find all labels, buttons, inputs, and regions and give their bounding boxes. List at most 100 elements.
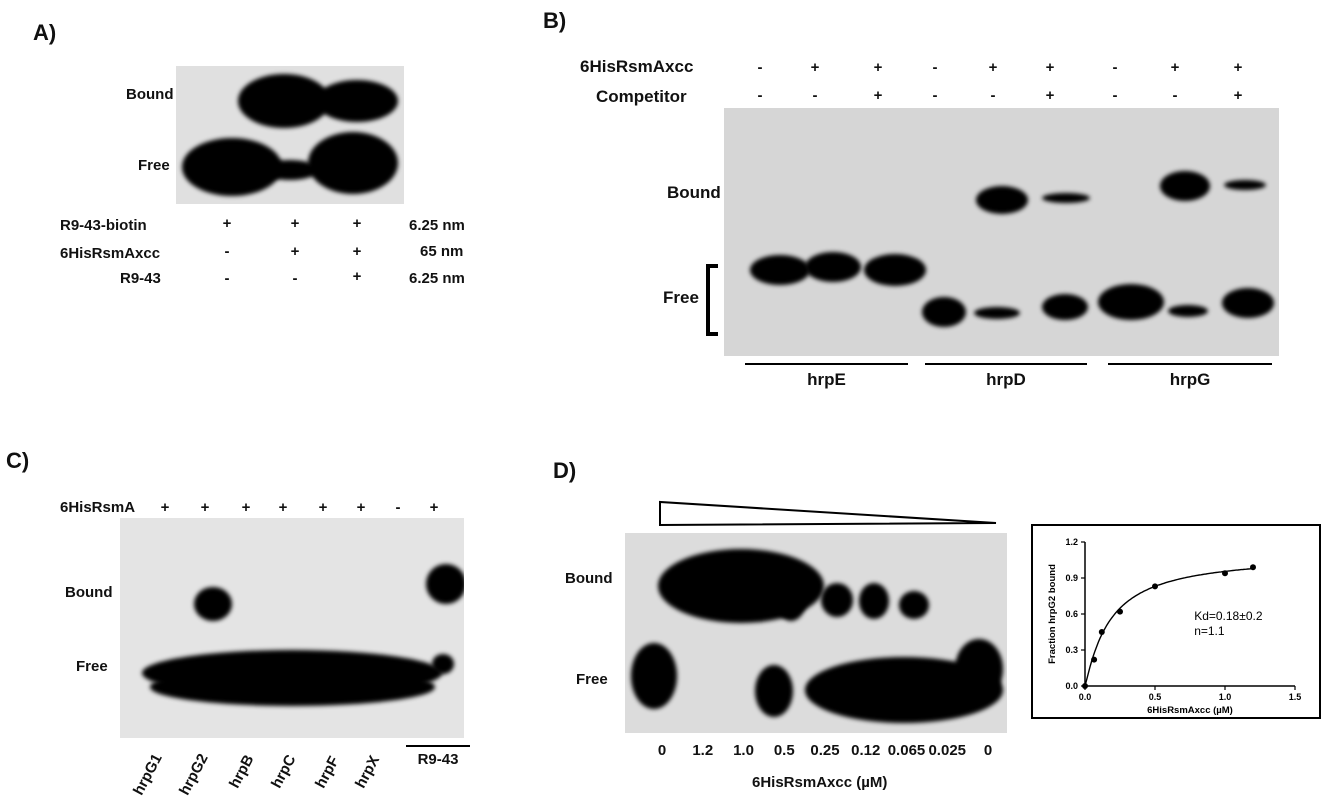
panel-a-bound-label: Bound bbox=[126, 86, 174, 103]
panel-b-band bbox=[1222, 288, 1274, 318]
panel-c-lane-label: hrpG1 bbox=[130, 750, 166, 798]
panel-b-row2-sign: + bbox=[1045, 87, 1055, 104]
panel-b-band bbox=[864, 254, 926, 286]
panel-c-label: C) bbox=[6, 448, 30, 473]
panel-c-lane-label: hrpB bbox=[226, 752, 258, 791]
panel-d-concentration-label: 0 bbox=[983, 742, 993, 759]
panel-b-group-label: hrpE bbox=[807, 370, 846, 389]
panel-a-row1-name: R9-43-biotin bbox=[60, 217, 147, 234]
fit-curve bbox=[1084, 567, 1254, 687]
panel-c-sign: + bbox=[278, 499, 288, 516]
panel-d-chart-frame: 0.0 0.3 0.6 0.9 1.2 0.0 0.5 1.0 1.5 6HisRsmAxcc (… bbox=[1031, 524, 1321, 719]
y-tick-label: 1.2 bbox=[1065, 537, 1078, 547]
x-tick-label: 0.5 bbox=[1149, 692, 1162, 702]
panel-c-lane-label: hrpG2 bbox=[176, 750, 212, 798]
panel-a-band-free-3 bbox=[308, 132, 398, 194]
panel-a-row3-sign: - bbox=[224, 270, 230, 287]
panel-d-concentration-label: 0 bbox=[657, 742, 667, 759]
panel-b-band bbox=[976, 186, 1028, 214]
panel-b-row2-sign: - bbox=[1172, 87, 1178, 104]
panel-b-group-line-hrpe bbox=[745, 363, 908, 365]
panel-c-lane-label: hrpC bbox=[268, 752, 300, 791]
panel-d-band-free bbox=[955, 639, 1003, 699]
panel-d-band-free bbox=[755, 665, 793, 717]
panel-a-band-free-2 bbox=[262, 160, 318, 180]
panel-d-band-bound bbox=[821, 583, 853, 617]
panel-c-lane-label: hrpX bbox=[352, 752, 384, 791]
panel-b-band bbox=[1042, 193, 1090, 203]
panel-c-sign: + bbox=[429, 499, 439, 516]
y-axis-title: Fraction hrpG2 bound bbox=[1047, 564, 1058, 664]
panel-b-group-label: hrpG bbox=[1169, 370, 1211, 389]
panel-a-row1-sign: + bbox=[352, 215, 362, 232]
panel-b-row2-sign: - bbox=[990, 87, 996, 104]
panel-a-row2-name: 6HisRsmAxcc bbox=[60, 245, 161, 262]
panel-c-band-free bbox=[150, 668, 435, 706]
panel-d-gel bbox=[625, 533, 1007, 733]
panel-b-band bbox=[1098, 284, 1164, 320]
x-tick-label: 0.0 bbox=[1079, 692, 1092, 702]
panel-c-row-name: 6HisRsmA bbox=[60, 499, 136, 516]
panel-b-row1-name: 6HisRsmAxcc bbox=[580, 57, 694, 76]
data-point bbox=[1250, 564, 1256, 571]
panel-c-band-bound bbox=[194, 587, 232, 621]
hill-annotation: n=1.1 bbox=[1194, 624, 1225, 638]
panel-b-group-line-hrpg bbox=[1108, 363, 1272, 365]
y-tick-label: 0.6 bbox=[1065, 609, 1078, 619]
panel-b-row2-sign: - bbox=[932, 87, 938, 104]
x-tick-label: 1.5 bbox=[1289, 692, 1302, 702]
panel-b-band bbox=[1160, 171, 1210, 201]
panel-b-gel bbox=[724, 108, 1279, 356]
panel-d-band-free bbox=[631, 643, 677, 709]
data-point bbox=[1098, 629, 1105, 635]
panel-b-free-label: Free bbox=[663, 288, 699, 307]
panel-d-bound-label: Bound bbox=[565, 570, 613, 587]
panel-a-row1-sign: + bbox=[222, 215, 232, 232]
panel-b-row2-sign: - bbox=[1112, 87, 1118, 104]
panel-b-label: B) bbox=[543, 8, 567, 33]
panel-b-row1-sign: + bbox=[1170, 59, 1180, 76]
panel-d-concentration-row: 0 1.2 1.0 0.5 0.25 0.12 0.065 0.025 0 bbox=[640, 742, 1010, 762]
data-point bbox=[1091, 656, 1098, 663]
panel-c-sign: + bbox=[241, 499, 251, 516]
panel-b-row1-sign: + bbox=[988, 59, 998, 76]
panel-b-group-label: hrpD bbox=[986, 370, 1026, 389]
panel-d-free-label: Free bbox=[576, 671, 608, 688]
data-point bbox=[1152, 583, 1158, 590]
panel-b-row2-sign: - bbox=[757, 87, 763, 104]
panel-b-row1-sign: - bbox=[757, 59, 763, 76]
panel-d-concentration-label: 0.5 bbox=[773, 742, 795, 759]
panel-a-band-bound-3 bbox=[316, 80, 398, 122]
panel-b-row1-sign: - bbox=[1112, 59, 1118, 76]
panel-b-row2-sign: + bbox=[873, 87, 883, 104]
panel-a-row3-sign: - bbox=[292, 270, 298, 287]
panel-d-band-bound bbox=[775, 573, 807, 621]
panel-d-concentration-label: 1.0 bbox=[733, 742, 754, 759]
panel-d-concentration-label: 1.2 bbox=[692, 742, 714, 759]
panel-a-row2-sign: + bbox=[290, 243, 300, 260]
panel-a-row3-sign: + bbox=[352, 268, 362, 285]
panel-c-free-label: Free bbox=[76, 658, 108, 675]
data-point bbox=[1222, 570, 1228, 577]
panel-c-sign: + bbox=[356, 499, 366, 516]
panel-a-row2-conc: 65 nm bbox=[420, 243, 464, 260]
panel-d-label: D) bbox=[553, 458, 577, 483]
panel-c-ctrl-line bbox=[406, 745, 470, 747]
panel-b-row1-sign: - bbox=[932, 59, 938, 76]
panel-b-band bbox=[1168, 305, 1208, 317]
panel-b-band bbox=[750, 255, 810, 285]
data-point bbox=[1117, 608, 1123, 615]
panel-b-band bbox=[922, 297, 966, 327]
panel-a-free-label: Free bbox=[138, 157, 170, 174]
y-tick-label: 0.0 bbox=[1065, 681, 1078, 691]
x-axis-title: 6HisRsmAxcc (µM) bbox=[1147, 705, 1233, 716]
panel-a-row3-conc: 6.25 nm bbox=[409, 270, 465, 287]
binding-curve-chart: 0.0 0.3 0.6 0.9 1.2 0.0 0.5 1.0 1.5 6HisRsmAxcc (… bbox=[1047, 537, 1302, 716]
panel-d-xlabel: 6HisRsmAxcc (µM) bbox=[752, 774, 888, 791]
panel-c-gel bbox=[120, 518, 464, 738]
panel-b-bound-label: Bound bbox=[667, 183, 721, 202]
panel-b-row1-sign: + bbox=[1233, 59, 1243, 76]
data-point bbox=[1082, 683, 1088, 689]
y-tick-label: 0.9 bbox=[1065, 573, 1078, 583]
panel-a-label: A) bbox=[33, 20, 57, 45]
